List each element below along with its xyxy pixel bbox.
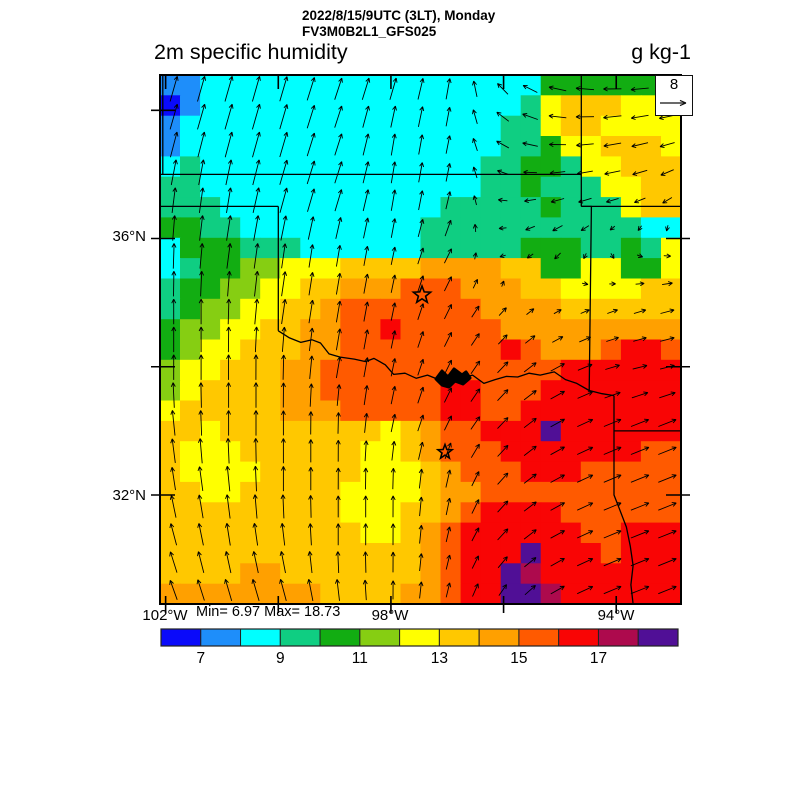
colorbar-tick-label: 15 bbox=[510, 650, 527, 667]
lon-label-98w: 98°W bbox=[371, 607, 409, 624]
humidity-field-layer bbox=[160, 75, 681, 604]
model-run-label: FV3M0B2L1_GFS025 bbox=[302, 24, 437, 39]
lon-label-102w: 102°W bbox=[142, 607, 188, 624]
wind-vector-layer bbox=[169, 75, 677, 602]
header-block: 2022/8/15/9UTC (3LT), Monday FV3M0B2L1_GF… bbox=[302, 8, 495, 40]
city-markers-layer bbox=[411, 283, 455, 460]
page-title: 2m specific humidity bbox=[154, 40, 348, 64]
reference-vector-value: 8 bbox=[669, 76, 679, 93]
units-label: g kg-1 bbox=[631, 40, 691, 64]
reference-vector-box: 8 bbox=[655, 75, 693, 116]
reference-arrow-icon bbox=[660, 99, 687, 107]
state-borders-layer bbox=[160, 75, 681, 604]
lon-label-94w: 94°W bbox=[597, 607, 635, 624]
colorbar: 7 9 11 13 15 17 bbox=[160, 628, 679, 667]
colorbar-tick-label: 11 bbox=[352, 650, 368, 667]
colorbar-tick-label: 9 bbox=[276, 650, 285, 667]
colorbar-tick-label: 13 bbox=[431, 650, 448, 667]
city-star-icon bbox=[435, 442, 455, 460]
city-star-icon bbox=[411, 283, 433, 305]
lake-texoma-blob bbox=[434, 367, 472, 389]
lat-label-32n: 32°N bbox=[112, 487, 146, 504]
colorbar-tick-label: 7 bbox=[196, 650, 205, 667]
lat-label-36n: 36°N bbox=[112, 228, 146, 245]
minmax-label: Min= 6.97 Max= 18.73 bbox=[196, 604, 341, 620]
colorbar-tick-label: 17 bbox=[590, 650, 607, 667]
valid-time-label: 2022/8/15/9UTC (3LT), Monday bbox=[302, 8, 496, 23]
